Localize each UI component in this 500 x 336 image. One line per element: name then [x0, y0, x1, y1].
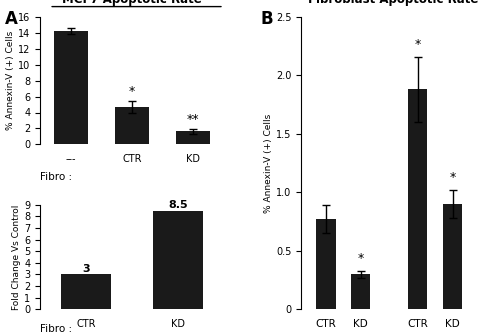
Text: *: *	[415, 38, 421, 51]
Text: Fibro :: Fibro :	[40, 172, 72, 182]
Bar	[408, 89, 428, 309]
Text: **: **	[187, 114, 200, 126]
Bar	[54, 31, 88, 144]
Y-axis label: Fold Change Vs Control: Fold Change Vs Control	[12, 204, 22, 309]
Y-axis label: % Annexin-V (+) Cells: % Annexin-V (+) Cells	[6, 31, 15, 130]
Text: *: *	[358, 252, 364, 265]
Title: Fibroblast Apoptotic Rate: Fibroblast Apoptotic Rate	[308, 0, 478, 6]
Bar	[115, 107, 149, 144]
Text: Fibro :: Fibro :	[40, 324, 72, 334]
Bar	[316, 219, 336, 309]
Text: A: A	[5, 10, 18, 28]
Text: 3: 3	[82, 264, 90, 274]
Text: 8.5: 8.5	[168, 200, 188, 210]
Bar	[152, 211, 203, 309]
Title: MCF7 Apoptotic Rate: MCF7 Apoptotic Rate	[62, 0, 202, 6]
Text: *: *	[450, 171, 456, 184]
Y-axis label: % Annexin-V (+) Cells: % Annexin-V (+) Cells	[264, 113, 273, 213]
Bar	[351, 274, 370, 309]
Text: *: *	[129, 85, 135, 98]
Bar	[443, 204, 462, 309]
Bar	[60, 274, 112, 309]
Bar	[176, 131, 210, 144]
Text: B: B	[260, 10, 272, 28]
